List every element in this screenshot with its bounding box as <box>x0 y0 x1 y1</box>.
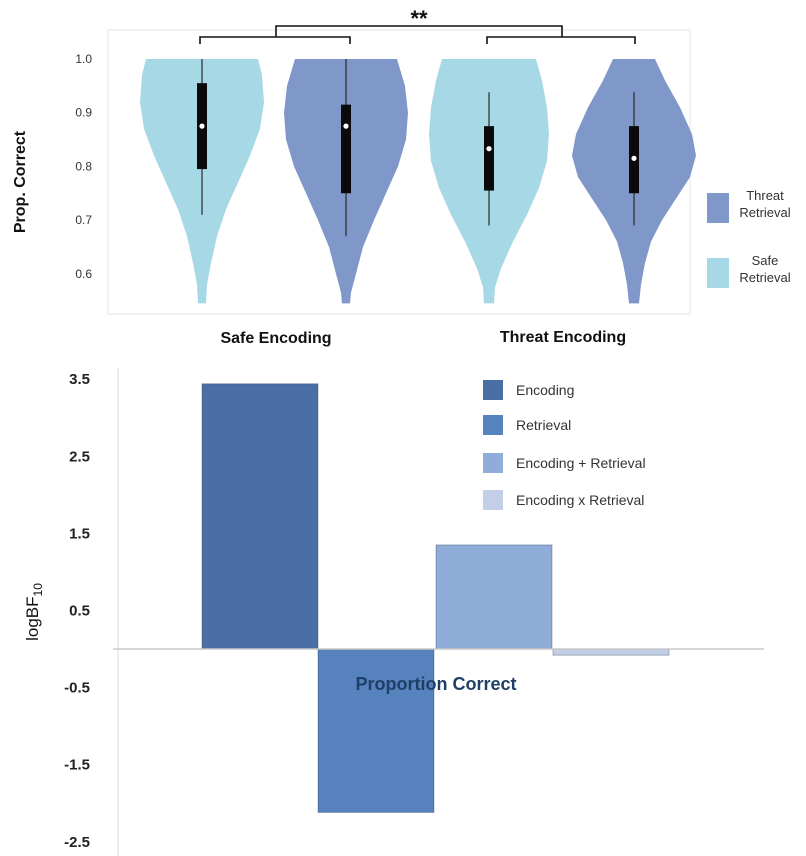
violin-iqr-box <box>341 104 351 194</box>
bar-encoding-x-retrieval <box>552 648 670 656</box>
legend-label: Safe <box>752 253 779 268</box>
bar-y-axis-label-main: logBF <box>23 596 42 640</box>
bar-y-tick-label: -0.5 <box>64 680 90 697</box>
bar-y-tick-label: -2.5 <box>64 834 90 851</box>
bar-legend-label: Encoding + Retrieval <box>516 455 646 471</box>
bar-legend-swatch <box>483 453 503 473</box>
bar-y-tick-label: 0.5 <box>69 602 90 619</box>
significance-label: ** <box>410 6 428 31</box>
bar-y-tick-label: 1.5 <box>69 525 90 542</box>
bar-legend-label: Encoding x Retrieval <box>516 492 644 508</box>
bar-y-tick-label: -1.5 <box>64 757 90 774</box>
violin-y-tick-label: 0.8 <box>75 159 92 173</box>
violin-median-point <box>199 123 205 129</box>
violin-y-tick-label: 1.0 <box>75 52 92 66</box>
bar-chart: 3.5 2.5 1.5 0.5 -0.5 -1.5 -2.5 Proportion Corr… <box>23 368 764 856</box>
bar-y-axis-label-sub: 10 <box>31 583 45 597</box>
violin-2 <box>284 59 408 304</box>
violin-1 <box>140 59 264 304</box>
legend-swatch <box>707 193 729 223</box>
violin-y-tick-label: 0.7 <box>75 213 92 227</box>
violin-iqr-box <box>484 126 494 191</box>
bracket-threat-encoding <box>486 36 636 44</box>
violin-chart: 0.6 0.7 0.8 0.9 1.0 ** Safe Encoding Threat … <box>12 6 791 347</box>
bar-encoding-retrieval <box>435 544 553 650</box>
legend-swatch <box>707 258 729 288</box>
legend-label: Retrieval <box>739 205 790 220</box>
violin-3 <box>429 59 549 304</box>
bracket-comparison <box>275 25 563 37</box>
violin-y-tick-label: 0.6 <box>75 267 92 281</box>
violin-median-point <box>343 123 349 129</box>
violin-median-point <box>631 155 637 161</box>
bar-legend: Encoding Retrieval Encoding + Retrieval Enc… <box>483 380 646 510</box>
bar-y-axis-label: logBF10 <box>23 583 45 641</box>
legend-label: Retrieval <box>739 270 790 285</box>
bar-legend-swatch <box>483 490 503 510</box>
category-label-threat-encoding: Threat Encoding <box>500 329 626 346</box>
bracket-safe-encoding <box>199 36 351 44</box>
legend-label: Threat <box>746 188 784 203</box>
bar-encoding <box>201 383 319 650</box>
violin-y-tick-label: 0.9 <box>75 106 92 120</box>
bar-y-tick-label: 3.5 <box>69 371 90 388</box>
bar-retrieval <box>317 648 435 813</box>
bar-annotation: Proportion Correct <box>355 674 516 694</box>
violin-y-axis-label: Prop. Correct <box>12 130 29 233</box>
violin-median-point <box>486 146 492 152</box>
bar-legend-swatch <box>483 380 503 400</box>
violin-legend: Threat Retrieval Safe Retrieval <box>707 188 791 288</box>
violin-4 <box>572 59 696 304</box>
bar-legend-label: Retrieval <box>516 417 571 433</box>
bar-legend-label: Encoding <box>516 382 574 398</box>
category-label-safe-encoding: Safe Encoding <box>220 330 331 347</box>
bar-legend-swatch <box>483 415 503 435</box>
bar-y-tick-label: 2.5 <box>69 448 90 465</box>
